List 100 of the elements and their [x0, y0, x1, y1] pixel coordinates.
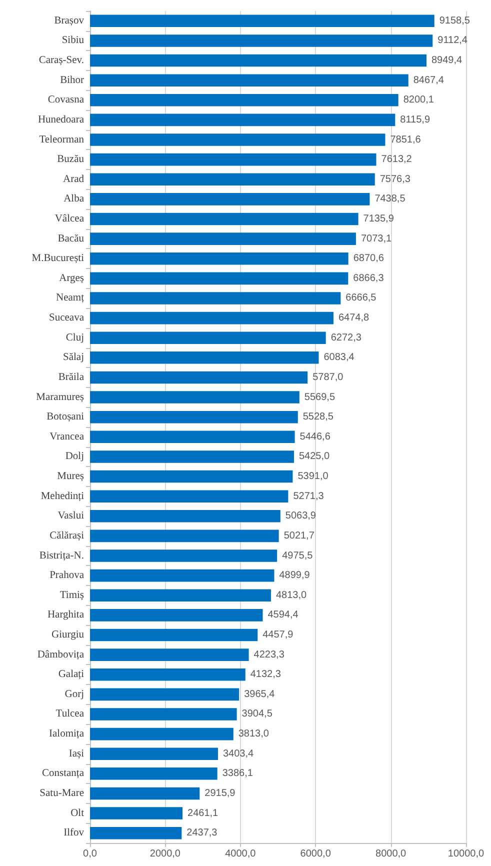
data-label: 4975,5: [282, 550, 314, 562]
data-label: 8115,9: [400, 114, 430, 126]
y-tick-label: Ilfov: [64, 828, 85, 839]
data-label: 4813,0: [276, 590, 307, 601]
data-label: 7135,9: [363, 214, 394, 224]
y-tick-label: Caraș-Sev.: [38, 55, 84, 66]
y-tick-label: Teleorman: [39, 134, 85, 146]
bar: [90, 668, 246, 681]
data-label: 3965,4: [244, 688, 276, 700]
y-tick-label: Dolj: [65, 451, 84, 462]
data-label: 6870,6: [353, 253, 384, 264]
data-label: 7438,5: [374, 194, 406, 205]
y-tick-label: Dâmbovița: [37, 649, 84, 660]
data-label: 3904,5: [242, 708, 273, 720]
y-tick-label: Iași: [68, 748, 84, 760]
data-label: 7576,3: [380, 174, 411, 185]
bar: [90, 352, 319, 364]
y-tick-label: Brăila: [58, 372, 84, 383]
y-tick-label: Vâlcea: [54, 214, 84, 224]
data-label: 9112,4: [438, 35, 468, 46]
y-tick-label: Ialomița: [49, 728, 84, 740]
y-tick-label: Bistrița-N.: [39, 550, 84, 562]
data-label: 6083,4: [324, 352, 355, 364]
x-tick-label: 0,0: [83, 848, 98, 860]
bar: [90, 648, 249, 661]
data-label: 5021,7: [284, 530, 315, 542]
y-tick-label: Botoșani: [46, 412, 84, 423]
bar: [90, 550, 278, 562]
data-label: 7613,2: [381, 154, 412, 166]
bar: [90, 34, 433, 47]
y-tick-label: Călărași: [50, 530, 84, 542]
bar: [90, 609, 263, 622]
bar: [90, 193, 370, 206]
data-label: 2915,9: [204, 788, 236, 799]
x-tick-label: 2000,0: [150, 848, 181, 860]
y-tick-label: Arad: [63, 174, 85, 185]
bar: [90, 510, 280, 522]
bar: [90, 371, 308, 384]
data-label: 8200,1: [403, 94, 434, 106]
y-tick-label: Hunedoara: [38, 114, 84, 126]
y-tick-label: Prahova: [50, 570, 84, 582]
data-label: 5425,0: [298, 451, 330, 462]
data-label: 5446,6: [300, 431, 331, 442]
y-tick-label: Argeș: [59, 272, 84, 284]
data-label: 5271,3: [293, 490, 324, 502]
bar: [90, 430, 295, 444]
y-tick-label: Harghita: [47, 610, 84, 621]
y-tick-label: Suceava: [49, 312, 84, 324]
bar: [90, 569, 274, 582]
data-label: 3813,0: [238, 728, 270, 740]
y-tick-label: Timiș: [60, 590, 84, 601]
bar: [90, 530, 279, 542]
bar: [90, 391, 300, 404]
y-tick-label: Brașov: [54, 15, 85, 26]
bar: [90, 688, 240, 701]
data-label: 5391,0: [298, 471, 329, 482]
x-tick-label: 10000,0: [448, 848, 485, 860]
bar: [90, 490, 288, 502]
data-label: 5569,5: [304, 392, 336, 403]
bar: [90, 410, 298, 424]
data-label: 4457,9: [262, 630, 294, 640]
bar: [90, 470, 293, 483]
bar: [90, 450, 294, 463]
bar: [90, 173, 375, 186]
bar: [90, 94, 398, 106]
data-label: 3403,4: [222, 748, 254, 760]
data-label: 3386,1: [222, 768, 254, 780]
bar: [90, 826, 182, 840]
data-label: 6272,3: [330, 332, 362, 344]
bar: [90, 787, 200, 800]
data-label: 4899,9: [279, 570, 310, 582]
y-tick-label: Bihor: [60, 74, 84, 86]
bar: [90, 153, 376, 166]
bar: [90, 292, 341, 304]
bar: [90, 114, 396, 126]
bar: [90, 708, 237, 720]
x-tick-label: 8000,0: [376, 848, 407, 860]
y-tick-label: Neamț: [56, 292, 84, 304]
y-tick-label: Sibiu: [62, 35, 85, 46]
data-label: 4594,4: [268, 610, 299, 621]
y-tick-label: Galați: [58, 669, 84, 680]
y-tick-label: Satu-Mare: [40, 788, 84, 799]
bar: [90, 332, 326, 344]
bar: [90, 807, 183, 820]
x-tick-label: 4000,0: [225, 848, 256, 860]
bar: [90, 74, 408, 86]
y-tick-label: Olt: [70, 808, 84, 819]
y-tick-label: Covasna: [48, 94, 84, 106]
y-tick-label: Gorj: [64, 688, 84, 700]
y-tick-label: Mureș: [57, 471, 84, 482]
bar: [90, 768, 218, 780]
data-label: 4223,3: [254, 649, 285, 660]
data-label: 4132,3: [250, 669, 282, 680]
bar: [90, 728, 234, 740]
data-label: 5528,5: [302, 412, 334, 423]
bar: [90, 252, 348, 265]
bar: [90, 232, 356, 245]
data-label: 2437,3: [186, 828, 218, 839]
y-tick-label: M.București: [32, 253, 84, 264]
bar: [90, 312, 334, 324]
